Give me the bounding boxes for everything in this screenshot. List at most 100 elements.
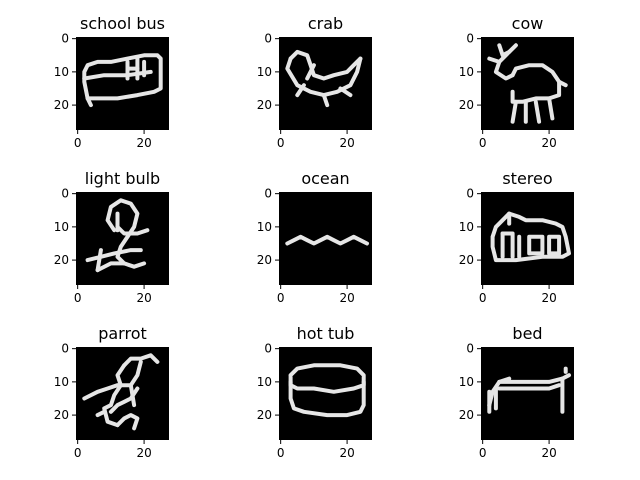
sketch-stroke bbox=[95, 261, 147, 273]
x-tick-label: 0 bbox=[74, 136, 82, 150]
sketch-stroke bbox=[122, 353, 160, 368]
y-tick-label: 0 bbox=[61, 342, 69, 356]
subplot-ocean: ocean 0 20 0 10 20 bbox=[257, 169, 372, 305]
sketch-strokes bbox=[82, 53, 163, 108]
y-tick-label: 0 bbox=[264, 187, 272, 201]
sketch-stroke bbox=[285, 234, 369, 246]
axes-frame bbox=[76, 347, 169, 440]
subplot-title: stereo bbox=[502, 169, 552, 188]
axes-frame bbox=[481, 192, 574, 285]
sketch-stroke bbox=[115, 224, 150, 236]
x-tick-label: 20 bbox=[541, 136, 556, 150]
sketch-stroke bbox=[288, 379, 366, 418]
axes-frame bbox=[481, 347, 574, 440]
sketch-stroke bbox=[527, 234, 545, 256]
x-tick-label: 20 bbox=[136, 136, 151, 150]
y-tick-label: 10 bbox=[54, 220, 69, 234]
y-tick-label: 20 bbox=[257, 253, 272, 267]
sketch-stroke bbox=[95, 409, 107, 418]
y-tick-label: 0 bbox=[466, 187, 474, 201]
x-tick-label: 0 bbox=[479, 136, 487, 150]
axes-frame bbox=[481, 37, 574, 130]
y-tick-label: 20 bbox=[257, 98, 272, 112]
subplot-title: parrot bbox=[98, 324, 147, 343]
subplot-light-bulb: light bulb 0 20 0 10 20 bbox=[54, 169, 169, 305]
subplot-title: crab bbox=[308, 14, 343, 33]
sketch-stroke bbox=[338, 86, 353, 98]
image-background bbox=[76, 192, 169, 285]
x-tick-label: 0 bbox=[277, 291, 285, 305]
sketch-stroke bbox=[490, 211, 571, 263]
y-tick-label: 20 bbox=[54, 253, 69, 267]
y-tick-label: 20 bbox=[459, 253, 474, 267]
subplot-school-bus: school bus 0 20 0 10 20 bbox=[54, 14, 169, 150]
sketch-stroke bbox=[105, 198, 140, 239]
sketch-strokes bbox=[487, 366, 571, 414]
sketch-stroke bbox=[533, 99, 542, 124]
subplot-title: bed bbox=[512, 324, 542, 343]
x-tick-label: 20 bbox=[339, 446, 354, 460]
x-tick-label: 20 bbox=[339, 136, 354, 150]
sketch-stroke bbox=[547, 234, 562, 256]
x-tick-label: 0 bbox=[479, 291, 487, 305]
subplot-title: ocean bbox=[301, 169, 349, 188]
sketch-stroke bbox=[95, 248, 103, 273]
sketch-strokes bbox=[82, 353, 160, 431]
x-tick-label: 20 bbox=[541, 291, 556, 305]
axes-frame bbox=[279, 347, 372, 440]
image-background bbox=[279, 347, 372, 440]
sketch-strokes bbox=[285, 49, 363, 108]
y-tick-label: 0 bbox=[466, 342, 474, 356]
sketch-strokes bbox=[288, 363, 366, 418]
y-tick-label: 20 bbox=[459, 98, 474, 112]
y-tick-label: 10 bbox=[257, 220, 272, 234]
sketch-strokes bbox=[487, 43, 568, 124]
y-tick-label: 20 bbox=[257, 408, 272, 422]
x-tick-label: 0 bbox=[277, 446, 285, 460]
image-background bbox=[279, 37, 372, 130]
x-tick-label: 0 bbox=[479, 446, 487, 460]
y-tick-label: 10 bbox=[459, 220, 474, 234]
sketch-stroke bbox=[510, 99, 518, 124]
subplot-title: cow bbox=[512, 14, 544, 33]
sketch-stroke bbox=[557, 79, 568, 88]
y-tick-label: 10 bbox=[459, 65, 474, 79]
sketch-stroke bbox=[102, 383, 123, 428]
subplot-title: light bulb bbox=[85, 169, 160, 188]
sketch-stroke bbox=[321, 93, 330, 108]
subplot-crab: crab 0 20 0 10 20 bbox=[257, 14, 372, 150]
subplot-bed: bed 0 20 0 10 20 bbox=[459, 324, 574, 460]
sketch-stroke bbox=[497, 383, 562, 391]
y-tick-label: 10 bbox=[54, 65, 69, 79]
x-tick-label: 0 bbox=[277, 136, 285, 150]
subplot-hot-tub: hot tub 0 20 0 10 20 bbox=[257, 324, 372, 460]
y-tick-label: 10 bbox=[257, 65, 272, 79]
y-tick-label: 0 bbox=[61, 187, 69, 201]
axes-frame bbox=[76, 37, 169, 130]
sketch-stroke bbox=[85, 248, 143, 263]
subplot-cow: cow 0 20 0 10 20 bbox=[459, 14, 574, 150]
sketch-stroke bbox=[82, 53, 163, 101]
sketch-strokes bbox=[85, 198, 150, 273]
subplot-stereo: stereo 0 20 0 10 20 bbox=[459, 169, 574, 305]
y-tick-label: 10 bbox=[459, 375, 474, 389]
y-tick-label: 0 bbox=[264, 342, 272, 356]
x-tick-label: 20 bbox=[136, 291, 151, 305]
axes-frame bbox=[279, 37, 372, 130]
sketch-stroke bbox=[82, 383, 120, 401]
sketch-strokes bbox=[490, 211, 571, 263]
y-tick-label: 0 bbox=[264, 32, 272, 46]
sketch-stroke bbox=[115, 359, 143, 388]
y-tick-label: 0 bbox=[61, 32, 69, 46]
y-tick-label: 20 bbox=[54, 98, 69, 112]
x-tick-label: 20 bbox=[339, 291, 354, 305]
sketch-stroke bbox=[295, 83, 306, 98]
x-tick-label: 0 bbox=[74, 446, 82, 460]
sketch-stroke bbox=[510, 63, 562, 104]
axes-frame bbox=[76, 192, 169, 285]
sketch-stroke bbox=[500, 231, 515, 259]
sketch-stroke bbox=[288, 49, 363, 81]
sketch-stroke bbox=[305, 63, 316, 81]
y-tick-label: 10 bbox=[54, 375, 69, 389]
